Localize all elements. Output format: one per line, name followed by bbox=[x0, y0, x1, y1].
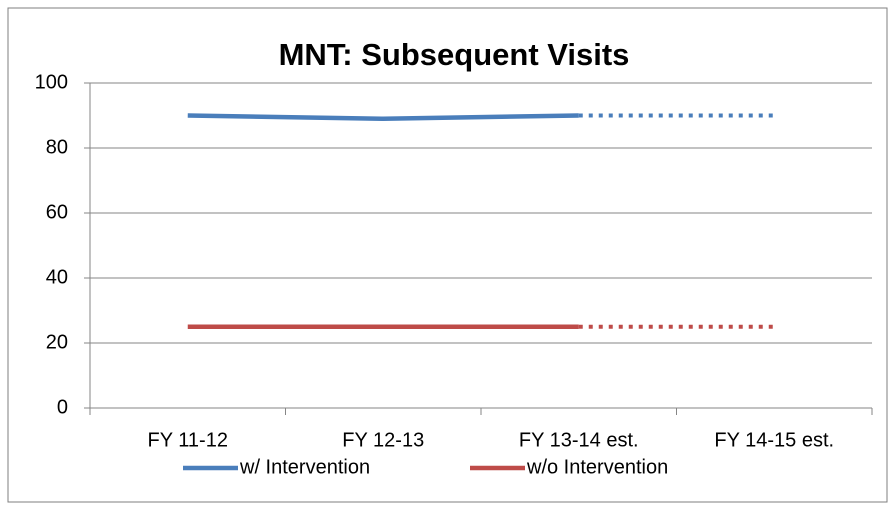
y-tick-label: 80 bbox=[46, 136, 68, 158]
chart-frame bbox=[7, 7, 888, 503]
y-tick-label: 20 bbox=[46, 331, 68, 353]
x-tick-label: FY 13-14 est. bbox=[519, 429, 639, 451]
x-tick-label: FY 11-12 bbox=[148, 429, 228, 451]
legend-label: w/o Intervention bbox=[526, 456, 668, 478]
y-tick-label: 100 bbox=[35, 71, 68, 93]
x-tick-label: FY 14-15 est. bbox=[714, 429, 834, 451]
chart-title: MNT: Subsequent Visits bbox=[279, 37, 630, 72]
y-tick-label: 60 bbox=[46, 201, 68, 223]
y-tick-label: 40 bbox=[46, 266, 68, 288]
x-tick-label: FY 12-13 bbox=[342, 429, 424, 451]
y-tick-label: 0 bbox=[57, 396, 68, 418]
series-line bbox=[187, 113, 579, 121]
legend-label: w/ Intervention bbox=[239, 456, 370, 478]
